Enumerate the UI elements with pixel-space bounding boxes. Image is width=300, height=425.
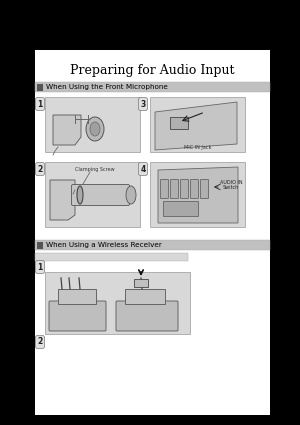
Ellipse shape	[90, 122, 100, 136]
FancyBboxPatch shape	[35, 82, 270, 92]
FancyBboxPatch shape	[45, 162, 140, 227]
FancyBboxPatch shape	[35, 240, 270, 250]
FancyBboxPatch shape	[170, 179, 178, 198]
FancyBboxPatch shape	[163, 201, 198, 216]
FancyBboxPatch shape	[116, 301, 178, 331]
FancyBboxPatch shape	[200, 179, 208, 198]
FancyBboxPatch shape	[35, 50, 270, 415]
Text: MIC IN Jack: MIC IN Jack	[184, 145, 212, 150]
FancyBboxPatch shape	[190, 179, 199, 198]
Polygon shape	[53, 115, 81, 145]
Text: AUDIO IN
Switch: AUDIO IN Switch	[220, 180, 242, 190]
FancyBboxPatch shape	[37, 83, 43, 91]
Text: 2: 2	[38, 164, 43, 173]
FancyBboxPatch shape	[150, 162, 245, 227]
Text: 2: 2	[38, 337, 43, 346]
Text: 4: 4	[140, 164, 146, 173]
FancyBboxPatch shape	[35, 253, 188, 261]
Text: 1: 1	[38, 263, 43, 272]
FancyBboxPatch shape	[45, 97, 140, 152]
FancyBboxPatch shape	[58, 289, 96, 304]
FancyBboxPatch shape	[37, 241, 43, 249]
Text: 3: 3	[140, 99, 146, 108]
Text: When Using a Wireless Receiver: When Using a Wireless Receiver	[46, 242, 162, 248]
Ellipse shape	[126, 186, 136, 204]
FancyBboxPatch shape	[71, 184, 130, 206]
FancyBboxPatch shape	[160, 179, 169, 198]
Text: Preparing for Audio Input: Preparing for Audio Input	[70, 63, 235, 76]
FancyBboxPatch shape	[150, 97, 245, 152]
Ellipse shape	[77, 186, 83, 204]
FancyBboxPatch shape	[49, 301, 106, 331]
Polygon shape	[155, 102, 237, 150]
FancyBboxPatch shape	[181, 179, 188, 198]
Text: When Using the Front Microphone: When Using the Front Microphone	[46, 84, 168, 90]
FancyBboxPatch shape	[45, 272, 190, 334]
FancyBboxPatch shape	[125, 289, 165, 304]
FancyBboxPatch shape	[134, 279, 148, 287]
Text: Clamping Screw: Clamping Screw	[75, 167, 115, 172]
Polygon shape	[158, 167, 238, 223]
Ellipse shape	[86, 117, 104, 141]
Polygon shape	[50, 180, 75, 220]
Text: 1: 1	[38, 99, 43, 108]
FancyBboxPatch shape	[170, 117, 188, 129]
